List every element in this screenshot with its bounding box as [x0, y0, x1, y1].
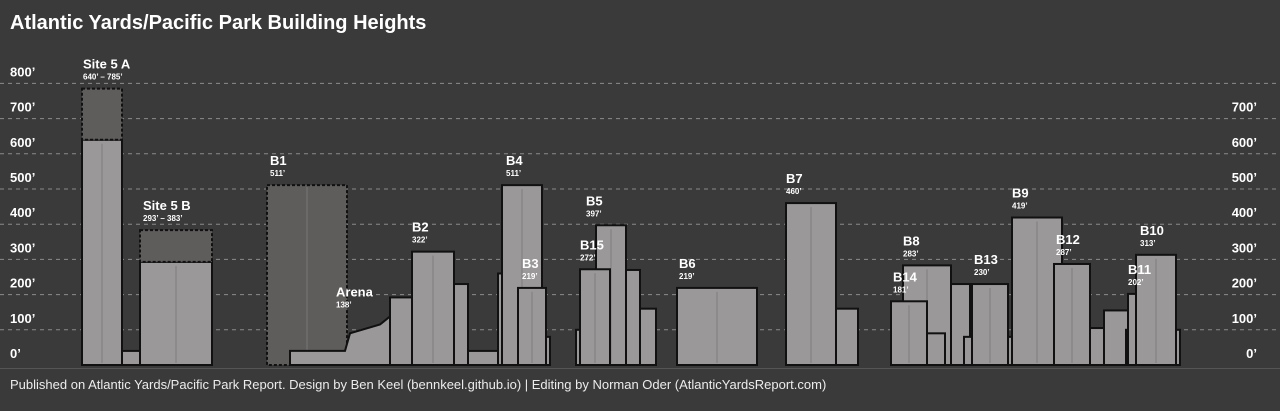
building-height-label: 272’: [580, 253, 596, 262]
building-wing: [453, 283, 469, 367]
building-height-label: 283’: [903, 249, 919, 258]
building-height-label: 202’: [1128, 278, 1144, 287]
building-site-5-b: [139, 229, 213, 367]
y-tick-right: 400’: [1232, 205, 1257, 220]
building-height-label: 511’: [270, 169, 285, 178]
building-label: B2: [412, 220, 429, 235]
building-label: B3: [522, 256, 539, 271]
building-wing: [467, 349, 501, 367]
building-height-label: 219’: [522, 272, 538, 281]
building-b2: [389, 250, 501, 367]
y-tick-left: 200’: [10, 276, 35, 291]
y-tick-left: 600’: [10, 135, 35, 150]
building-wing: [121, 349, 141, 367]
building-height-label: 230’: [974, 268, 990, 277]
building-label: B11: [1128, 262, 1151, 277]
credits-text: Published on Atlantic Yards/Pacific Park…: [10, 377, 827, 392]
y-tick-left: 400’: [10, 205, 35, 220]
building-height-label: 181’: [893, 285, 909, 294]
building-b12: [1053, 262, 1107, 367]
building-height-label: 293’ – 383’: [143, 214, 183, 223]
building-label: B15: [580, 237, 604, 252]
building-wing: [625, 268, 641, 366]
building-wing: [639, 307, 657, 366]
building-b1: [266, 184, 348, 366]
y-tick-left: 800’: [10, 64, 35, 79]
building-height-label: 219’: [679, 272, 695, 281]
building-height-label: 640’ – 785’: [83, 73, 123, 82]
building-label: B4: [506, 153, 523, 168]
y-tick-right: 100’: [1232, 311, 1257, 326]
building-wing: [926, 332, 946, 367]
building-range-band: [81, 87, 123, 141]
buildings: [81, 87, 1181, 367]
building-label: B7: [786, 171, 803, 186]
building-wing: [1103, 309, 1129, 367]
building-b10: [1135, 253, 1177, 367]
building-label: Site 5 A: [83, 57, 131, 72]
y-tick-right: 600’: [1232, 135, 1257, 150]
y-tick-left: 0’: [10, 346, 21, 361]
building-b15: [575, 268, 611, 367]
building-label: B12: [1056, 232, 1080, 247]
y-tick-left: 700’: [10, 100, 35, 115]
building-b14: [890, 300, 946, 367]
y-tick-right: 0’: [1246, 346, 1257, 361]
building-label: B5: [586, 193, 603, 208]
y-tick-right: 500’: [1232, 170, 1257, 185]
y-tick-left: 100’: [10, 311, 35, 326]
building-label: B10: [1140, 223, 1164, 238]
building-label: Arena: [336, 284, 374, 299]
building-height-label: 419’: [1012, 202, 1028, 211]
building-height-label: 287’: [1056, 248, 1072, 257]
building-wing: [389, 296, 413, 366]
building-height-label: 511’: [506, 169, 521, 178]
building-height-label: 313’: [1140, 239, 1156, 248]
building-label: B9: [1012, 186, 1029, 201]
building-label: Site 5 B: [143, 198, 191, 213]
building-height-label: 397’: [586, 209, 602, 218]
building-label: B6: [679, 256, 696, 271]
building-range-band: [139, 229, 213, 263]
building-b7: [785, 202, 859, 366]
building-height-label: 138’: [336, 300, 352, 309]
building-b6: [676, 286, 758, 366]
y-tick-right: 700’: [1232, 100, 1257, 115]
y-tick-right: 200’: [1232, 276, 1257, 291]
y-tick-left: 500’: [10, 170, 35, 185]
building-label: B8: [903, 233, 920, 248]
building-label: B1: [270, 153, 287, 168]
building-label: B14: [893, 269, 918, 284]
building-site-5-a: [81, 87, 141, 367]
footer-divider: [0, 368, 1280, 369]
y-tick-left: 300’: [10, 240, 35, 255]
building-wing: [835, 307, 859, 366]
building-label: B13: [974, 252, 998, 267]
building-b3: [517, 286, 551, 366]
chart-title: Atlantic Yards/Pacific Park Building Hei…: [10, 12, 427, 34]
building-height-label: 322’: [412, 236, 428, 245]
y-tick-right: 300’: [1232, 240, 1257, 255]
building-height-label: 460’: [786, 187, 802, 196]
